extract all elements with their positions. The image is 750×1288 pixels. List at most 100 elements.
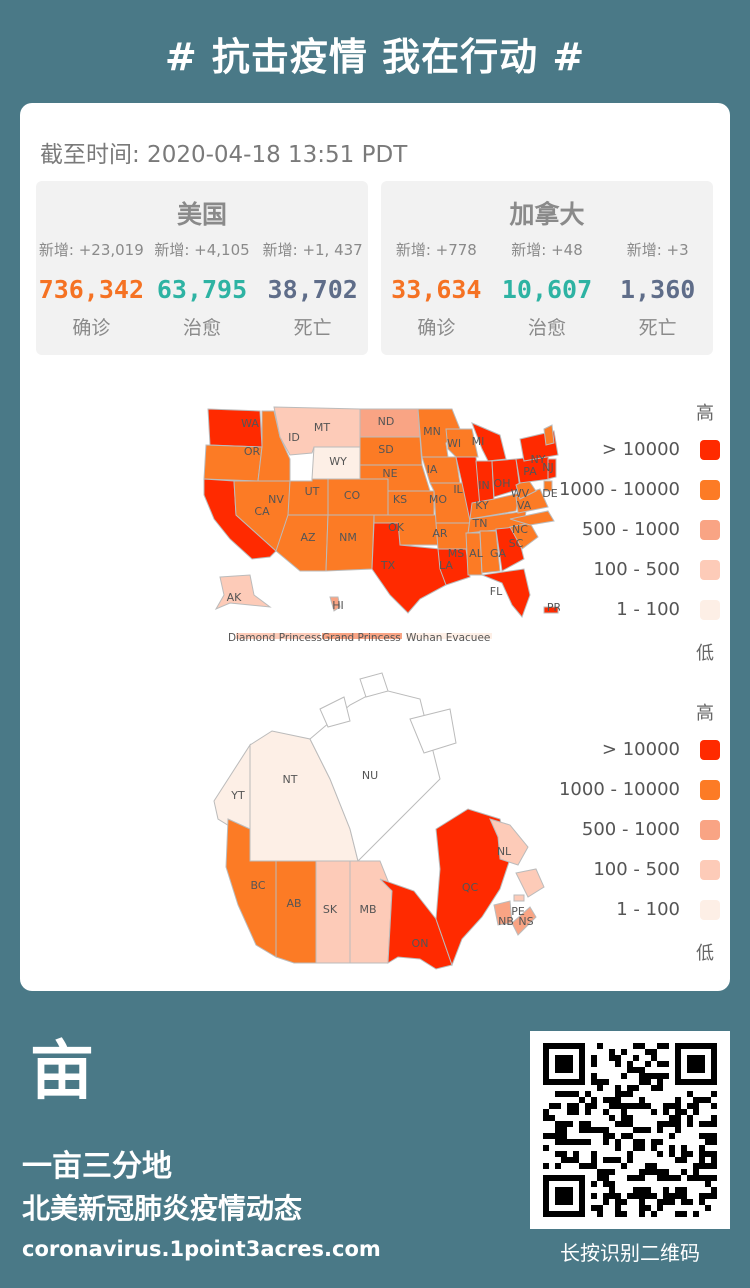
state-az[interactable] [275,514,329,572]
us-map-label: FL [490,585,503,598]
wuhan-evacuee-label: Wuhan Evacuee [406,632,490,644]
deaths-label: 死亡 [638,317,677,339]
state-fl[interactable] [480,568,531,618]
us-map-label: CA [254,505,270,518]
state-nh[interactable] [543,424,555,446]
legend-range: > 10000 [601,439,680,460]
ca-map-label: NB [498,915,514,928]
us-map-label: WY [329,455,347,468]
legend-row: 100 - 500 [560,855,720,885]
legend-range: 1 - 100 [616,599,680,620]
legend-range: 1000 - 10000 [558,479,680,500]
state-sc[interactable] [509,522,539,550]
us-map-label: OH [494,477,511,490]
legend-swatch [700,600,720,620]
legend-row: 500 - 1000 [560,815,720,845]
state-la[interactable] [437,548,471,586]
ca-new-confirmed: 新增: +778 [395,241,477,259]
legend-high-label: 高 [696,703,714,724]
legend-row: > 10000 [560,735,720,765]
us-map-label: MO [429,493,447,506]
ca-map-label: NT [283,773,298,786]
acre-logo-icon: 亩 [30,1037,94,1103]
legend-range: 100 - 500 [593,859,680,880]
us-map-label: LA [439,559,453,572]
ca-recovered-column: 新增: +48 10,607 治愈 [492,239,603,340]
us-map-label: ID [288,431,300,444]
us-map-label: IA [427,463,438,476]
state-hi[interactable] [329,596,341,612]
diamond-princess-label: Diamond Princess [228,632,322,644]
ca-map-label: PE [511,905,525,918]
ca-new-deaths: 新增: +3 [626,241,689,259]
state-id[interactable] [257,410,291,482]
state-ak[interactable] [214,574,272,611]
state-nc[interactable] [509,510,555,526]
us-map-label: HI [332,599,344,612]
us-confirmed-count: 736,342 [38,275,145,304]
stats-card: 截至时间: 2020-04-18 13:51 PDT 美国 新增: +23,01… [20,103,730,991]
site-link[interactable]: coronavirus.1point3acres.com [22,1237,381,1261]
ca-stats-panel: 加拿大 新增: +778 33,634 确诊 新增: +48 10,607 治愈… [381,181,713,355]
us-map-label: SD [378,443,393,456]
legend-row: 100 - 500 [560,555,720,585]
us-country-name: 美国 [176,200,227,229]
state-mi[interactable] [471,422,507,462]
us-map-label: TX [380,559,396,572]
us-map-label: NJ [542,461,553,474]
us-map-label: KY [475,499,489,512]
province-ns[interactable] [511,906,537,936]
us-map-label: AK [227,591,243,604]
confirmed-label: 确诊 [72,317,111,339]
us-map-label: MT [314,421,330,434]
legend-range: 1000 - 10000 [558,779,680,800]
us-map-label: SC [509,537,524,550]
state-tx[interactable] [371,522,447,614]
us-new-confirmed: 新增: +23,019 [38,241,144,259]
legend-row: 500 - 1000 [560,515,720,545]
brand-slogan: 北美新冠肺炎疫情动态 [22,1192,303,1225]
us-map-label: GA [490,547,507,560]
us-map-label: IN [478,479,489,492]
ca-new-recovered: 新增: +48 [511,241,583,259]
legend-range: 500 - 1000 [581,519,680,540]
us-map-label: OK [388,521,405,534]
legend-row: 1000 - 10000 [558,475,720,505]
page-title: # 抗击疫情 我在行动 # [164,35,586,79]
us-map-label: WV [511,487,530,500]
legend-swatch [700,560,720,580]
us-map-label: NE [382,467,397,480]
legend-range: 500 - 1000 [581,819,680,840]
state-de[interactable] [543,480,553,492]
us-map-label: MI [472,435,485,448]
recovered-label: 治愈 [528,317,567,339]
legend-range: 100 - 500 [593,559,680,580]
legend-low-label: 低 [696,643,714,664]
grand-princess-bar [322,633,402,639]
state-al[interactable] [479,530,501,574]
province-on[interactable] [379,878,453,970]
province-ab[interactable] [275,860,317,964]
legend-swatch [700,860,720,880]
legend-swatch [700,780,720,800]
wuhan-evacuee-bar [406,633,492,639]
canada-map: YT NT NU BC AB SK MB ON QC NL PE NB NS [213,672,545,970]
us-new-deaths: 新增: +1, 437 [262,241,363,259]
footer: 亩 一亩三分地 北美新冠肺炎疫情动态 coronavirus.1point3ac… [0,991,750,1288]
qr-code[interactable] [530,1031,730,1229]
state-nj[interactable] [547,458,557,480]
us-map-label: UT [305,485,320,498]
us-map-label: NY [531,453,546,466]
ca-recovered-count: 10,607 [501,275,593,304]
us-map: WA MT ND MN ME OR ID SD WI MI NH WY NY N… [203,406,560,644]
province-qc[interactable] [435,808,511,967]
ca-confirmed-count: 33,634 [391,275,482,304]
confirmed-label: 确诊 [417,317,456,339]
province-nl[interactable] [489,818,545,898]
ca-map-label: MB [359,903,376,916]
ca-country-name: 加拿大 [509,200,585,229]
province-pe[interactable] [513,894,525,902]
us-map-label: WI [447,437,461,450]
state-pr[interactable] [543,606,559,614]
legend-row: 1 - 100 [560,895,720,925]
